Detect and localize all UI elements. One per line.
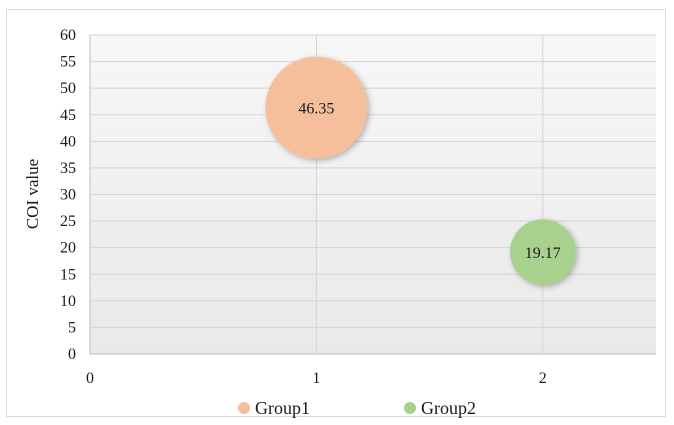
legend-label-group2: Group2 [421,398,476,418]
bubbles: 46.35 19.17 [265,56,576,285]
legend: Group1 Group2 [238,398,476,418]
y-tick-label: 50 [60,80,76,97]
bubble-group2 [510,219,576,285]
x-tick-label: 0 [86,370,94,387]
y-tick-label: 40 [60,133,76,150]
y-tick-label: 30 [60,187,76,204]
y-tick-label: 45 [60,107,76,124]
y-tick-labels: 0 5 10 15 20 25 30 35 40 45 50 55 60 [60,27,76,363]
legend-marker-group2 [404,402,416,414]
legend-marker-group1 [238,402,250,414]
y-tick-label: 25 [60,213,76,230]
y-tick-label: 20 [60,240,76,257]
y-tick-label: 60 [60,27,76,44]
x-tick-label: 1 [312,370,320,387]
y-tick-label: 10 [60,293,76,310]
bubble-data-label: 46.35 [298,101,334,118]
x-tick-label: 2 [539,370,547,387]
y-tick-label: 0 [68,346,76,363]
bubble-data-label: 19.17 [525,245,561,262]
y-tick-label: 55 [60,54,76,71]
y-tick-label: 15 [60,266,76,283]
axes [89,35,656,355]
y-tick-label: 5 [68,319,76,336]
x-tick-labels: 0 1 2 [86,370,547,387]
y-tick-label: 35 [60,160,76,177]
y-axis-label: COI value [23,159,42,229]
legend-label-group1: Group1 [255,398,310,418]
bubble-group1 [265,56,368,159]
